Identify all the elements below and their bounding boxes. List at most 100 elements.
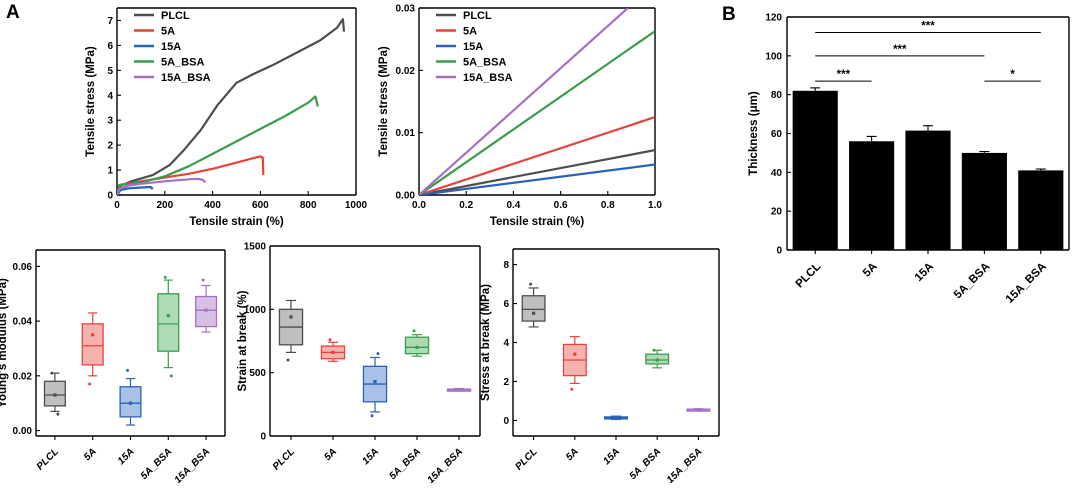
- y-tick-label-0: 0: [503, 416, 509, 427]
- x-tick-label-0-4: 0.4: [506, 200, 520, 211]
- outlier-point-plcl: [529, 282, 533, 286]
- mean-marker-15a-bsa: [696, 408, 700, 412]
- mean-marker-15a-bsa: [457, 388, 461, 392]
- x-tick-label-5a: 5A: [82, 446, 99, 463]
- x-tick-label-5a-bsa: 5A_BSA: [628, 446, 664, 482]
- y-axis-label: Tensile stress (MPa): [378, 46, 390, 157]
- mean-marker-plcl: [53, 393, 57, 397]
- series-line-5a-bsa: [117, 95, 319, 195]
- chart-thickness: 0 20 40 60 80 100 120 Thickness (μm) PLCL 5A 15A 5A…: [748, 13, 1070, 306]
- y-tick-label-5: 5: [107, 66, 113, 77]
- y-tick-label-0: 0: [776, 246, 782, 257]
- chart-youngs-modulus: 0.00 0.02 0.04 0.06 Young's modulus (MPa) PLC…: [0, 249, 226, 486]
- box-5a-bsa: [404, 336, 430, 355]
- x-tick-label-15a-bsa: 15A_BSA: [426, 446, 466, 483]
- x-tick-label-plcl: PLCL: [35, 446, 61, 472]
- y-tick-label-3: 3: [107, 116, 113, 127]
- y-tick-label-2: 2: [107, 141, 113, 152]
- mean-marker-15a: [373, 379, 377, 384]
- mean-marker-15a: [128, 401, 133, 405]
- series-line-5a-bsa: [419, 30, 655, 195]
- outlier-point-plcl: [286, 358, 290, 362]
- significance-label-3: *: [1010, 69, 1015, 81]
- y-tick-label-0-02: 0.02: [13, 371, 33, 382]
- y-tick-label-0-03: 0.03: [396, 4, 416, 15]
- x-axis-label: Tensile strain (%): [490, 216, 585, 228]
- x-tick-label-0: 0: [114, 200, 120, 211]
- y-tick-label-1000: 1000: [244, 305, 267, 316]
- y-tick-label-1: 1: [107, 166, 113, 177]
- mean-marker-plcl: [532, 311, 536, 315]
- y-tick-label-100: 100: [765, 51, 782, 62]
- series-line-15a: [419, 163, 655, 195]
- x-tick-label-400: 400: [204, 200, 221, 211]
- bar-5a: [849, 141, 895, 250]
- outlier-point-15a-bsa: [201, 278, 205, 282]
- outlier-point-5a: [88, 382, 92, 386]
- series-line-15a: [117, 185, 154, 195]
- outlier-point-15a: [126, 368, 129, 372]
- legend-label-5a: 5A: [463, 26, 477, 38]
- outlier-point-5a: [328, 338, 332, 342]
- outlier-point-plcl: [56, 412, 60, 416]
- y-tick-label-2: 2: [503, 377, 509, 388]
- panel-label-b: B: [722, 4, 736, 25]
- chart-stress-strain-full: 0 200 400 600 800 1000 0 1 2 3 4 5 6 7 Tensile strain …: [85, 7, 368, 228]
- outlier-point-5a-bsa: [163, 275, 167, 279]
- x-tick-label-15a: 15A: [913, 261, 936, 284]
- bar-5a-bsa: [961, 152, 1007, 250]
- y-tick-label-60: 60: [771, 129, 783, 140]
- y-tick-label-40: 40: [771, 168, 783, 179]
- outlier-point-5a-bsa: [412, 329, 416, 333]
- outlier-point-5a-bsa: [652, 348, 656, 352]
- x-tick-label-15a: 15A: [601, 446, 622, 467]
- panel-label-a: A: [6, 2, 20, 23]
- mean-marker-15a: [614, 416, 618, 420]
- y-tick-label-1500: 1500: [244, 242, 267, 253]
- y-tick-label-6: 6: [503, 299, 509, 310]
- outlier-point-5a: [570, 387, 574, 391]
- x-tick-label-plcl: PLCL: [271, 446, 297, 472]
- y-tick-label-0-06: 0.06: [13, 262, 33, 273]
- x-tick-label-15a-bsa: 15A_BSA: [1004, 261, 1049, 306]
- legend-label-15a-bsa: 15A_BSA: [161, 72, 211, 84]
- y-tick-label-0: 0: [260, 432, 266, 443]
- outlier-point-5a-bsa: [169, 374, 173, 378]
- mean-marker-5a: [573, 352, 577, 356]
- significance-label-1: ***: [893, 44, 907, 56]
- y-tick-label-4: 4: [503, 338, 509, 349]
- y-tick-label-0-02: 0.02: [396, 66, 416, 77]
- y-axis-label: Young's modulus (MPa): [0, 278, 9, 408]
- x-tick-label-5a: 5A: [861, 261, 880, 280]
- mean-marker-plcl: [289, 315, 293, 319]
- y-tick-label-0-00: 0.00: [396, 191, 416, 202]
- mean-marker-5a: [331, 350, 335, 354]
- mean-marker-5a: [91, 333, 95, 337]
- box-5a-bsa: [157, 293, 180, 352]
- y-axis-label: Tensile stress (MPa): [85, 46, 97, 157]
- mean-marker-5a-bsa: [415, 345, 419, 349]
- x-tick-label-0-6: 0.6: [554, 200, 568, 211]
- series-line-plcl: [419, 149, 655, 195]
- chart-strain-at-break: 0 500 1000 1500 Strain at break (%) PLCL 5A 15A…: [237, 242, 481, 486]
- series-line-5a: [419, 116, 655, 195]
- y-axis-label: Thickness (μm): [748, 91, 760, 176]
- mean-marker-5a-bsa: [166, 314, 170, 318]
- x-tick-label-200: 200: [156, 200, 173, 211]
- legend-label-5a-bsa: 5A_BSA: [161, 57, 204, 69]
- significance-label-0: ***: [837, 69, 851, 81]
- x-tick-label-5a-bsa: 5A_BSA: [387, 446, 423, 482]
- y-tick-label-4: 4: [107, 91, 113, 102]
- x-tick-label-600: 600: [252, 200, 269, 211]
- x-tick-label-0-2: 0.2: [459, 200, 473, 211]
- y-axis-label: Strain at break (%): [237, 290, 249, 391]
- y-tick-label-120: 120: [765, 13, 782, 24]
- y-tick-label-8: 8: [503, 260, 509, 271]
- bar-15a-bsa: [1018, 170, 1064, 250]
- outlier-point-plcl: [50, 371, 54, 375]
- series-line-plcl: [117, 18, 346, 195]
- box-5a: [81, 323, 104, 366]
- legend-label-5a: 5A: [161, 26, 175, 38]
- y-tick-label-500: 500: [249, 368, 266, 379]
- legend-label-15a: 15A: [463, 41, 483, 53]
